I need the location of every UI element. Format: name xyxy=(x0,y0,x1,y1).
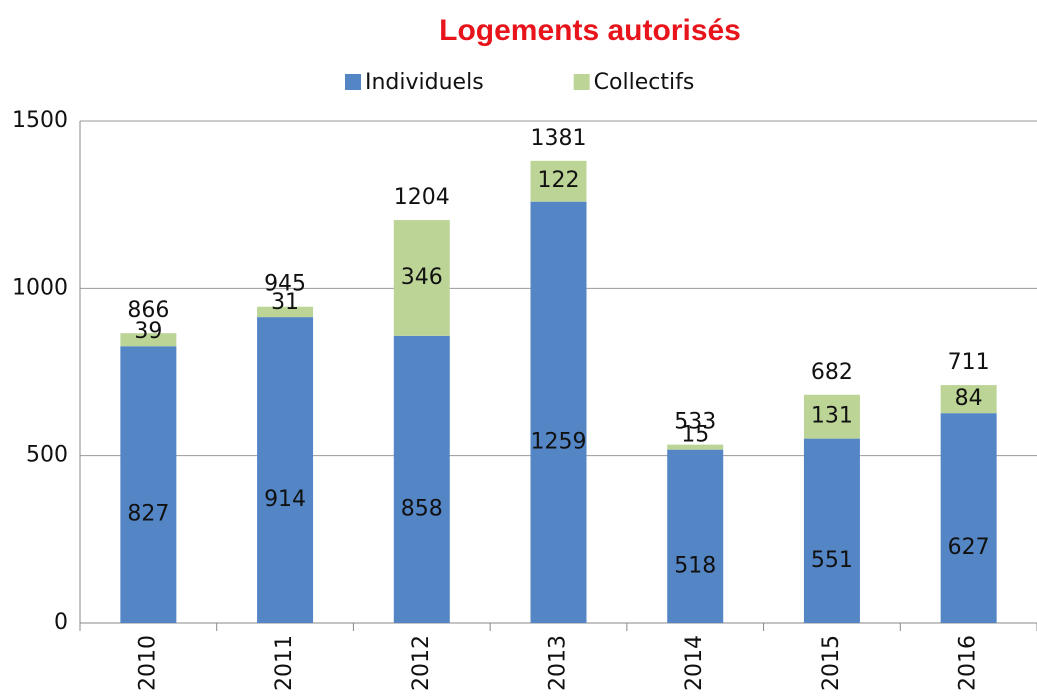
value-label: 858 xyxy=(401,496,443,521)
value-label: 827 xyxy=(127,502,169,527)
value-label: 84 xyxy=(955,386,983,411)
y-tick-label: 0 xyxy=(54,610,68,635)
bar-segment xyxy=(667,444,724,450)
legend-label: Individuels xyxy=(365,70,484,95)
bar-segment xyxy=(257,317,314,623)
value-label: 1259 xyxy=(531,429,587,454)
y-tick-label: 1000 xyxy=(12,275,68,300)
chart-title: Logements autorisés xyxy=(439,14,741,47)
x-tick-label: 2016 xyxy=(956,635,981,691)
value-label: 131 xyxy=(811,404,853,429)
bar-segment xyxy=(667,449,724,623)
value-label: 15 xyxy=(681,423,709,448)
x-tick-label: 2012 xyxy=(409,635,434,691)
total-label: 711 xyxy=(948,350,990,375)
legend-swatch xyxy=(345,74,361,90)
value-label: 914 xyxy=(264,487,306,512)
x-tick-label: 2013 xyxy=(546,635,571,691)
total-label: 866 xyxy=(127,298,169,323)
bar-segment xyxy=(393,220,450,336)
bar-segment xyxy=(940,413,997,623)
bar-segment xyxy=(120,346,177,623)
value-label: 346 xyxy=(401,265,443,290)
total-label: 682 xyxy=(811,360,853,385)
total-label: 1381 xyxy=(531,126,587,151)
bar-segment xyxy=(393,335,450,623)
bar-segment xyxy=(803,438,860,623)
bar-segment xyxy=(803,394,860,439)
legend-swatch xyxy=(573,74,590,90)
x-tick-label: 2011 xyxy=(272,635,297,691)
y-tick-label: 500 xyxy=(26,443,68,468)
value-label: 39 xyxy=(134,319,162,344)
x-tick-label: 2014 xyxy=(682,635,707,691)
x-tick-label: 2015 xyxy=(819,635,844,691)
total-label: 533 xyxy=(674,410,716,435)
y-tick-label: 1500 xyxy=(12,108,68,133)
total-label: 945 xyxy=(264,272,306,297)
value-label: 31 xyxy=(271,290,299,315)
value-label: 551 xyxy=(811,548,853,573)
bar-segment xyxy=(257,306,314,318)
bar-segment xyxy=(120,333,177,347)
value-label: 518 xyxy=(674,553,716,578)
bar-segment xyxy=(530,201,587,623)
total-label: 1204 xyxy=(394,185,450,210)
value-label: 122 xyxy=(538,168,580,193)
bar-segment xyxy=(530,160,587,202)
value-label: 627 xyxy=(948,535,990,560)
bar-segment xyxy=(940,385,997,414)
legend-label: Collectifs xyxy=(594,70,695,95)
x-tick-label: 2010 xyxy=(135,635,160,691)
